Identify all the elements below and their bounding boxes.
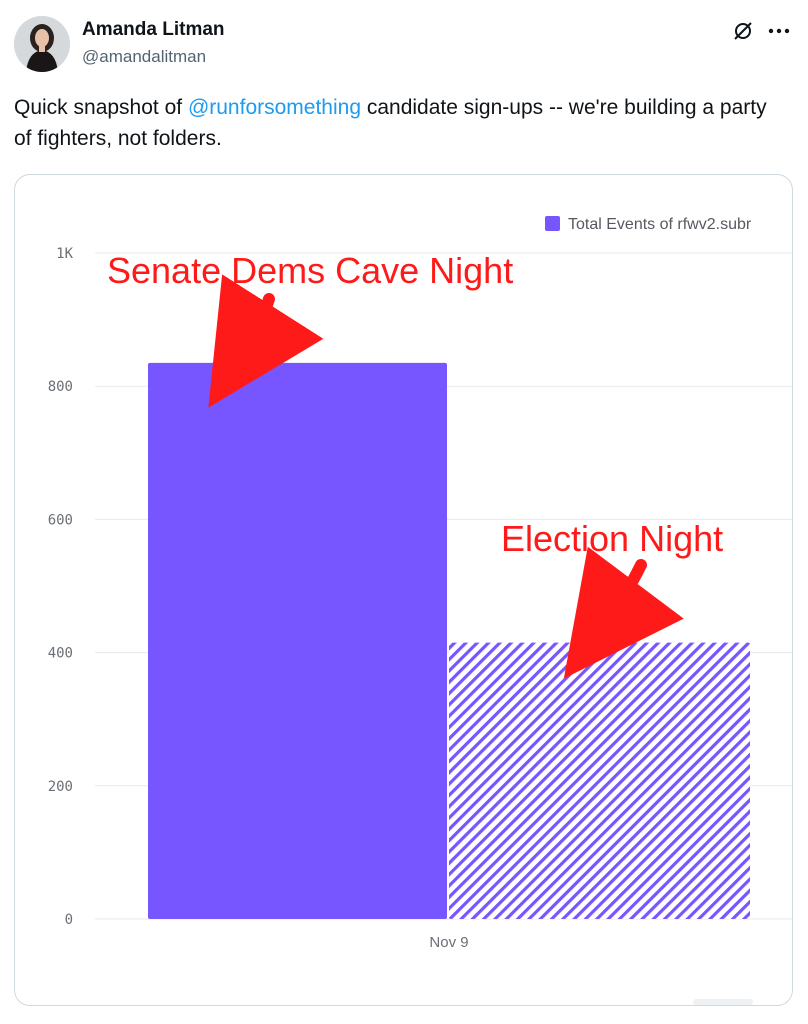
author-display-name[interactable]: Amanda Litman <box>82 19 225 40</box>
media-card[interactable]: 0 200 400 600 800 1K Nov 9 Total Events of rfw… <box>14 174 793 1006</box>
annotation-arrow <box>208 274 324 408</box>
scroll-indicator <box>693 999 753 1005</box>
bar-solid[interactable] <box>148 362 447 919</box>
tweet-text-start: Quick snapshot of <box>14 96 188 119</box>
tweet-text: Quick snapshot of @runforsomething candi… <box>14 92 784 154</box>
grok-button[interactable] <box>728 16 758 46</box>
y-tick-label: 600 <box>48 512 73 528</box>
more-options-button[interactable] <box>764 16 794 46</box>
y-tick-label: 200 <box>48 779 73 795</box>
avatar-photo-icon <box>14 16 70 72</box>
annotation-senate-dems: Senate Dems Cave Night <box>107 250 513 291</box>
grok-icon <box>734 22 752 40</box>
y-tick-label: 400 <box>48 646 73 662</box>
x-tick-label: Nov 9 <box>429 934 468 951</box>
y-tick-label: 0 <box>65 912 73 928</box>
tweet-text-end: candidate sign-ups -- we're building a p… <box>14 96 767 150</box>
avatar[interactable] <box>14 16 70 72</box>
y-tick-label: 800 <box>48 379 73 395</box>
mention-link[interactable]: @runforsomething <box>187 96 362 119</box>
author-handle[interactable]: @amandalitman <box>82 47 207 66</box>
bar-chart: 0 200 400 600 800 1K Nov 9 Total Events of rfw… <box>48 216 792 951</box>
y-tick-label: 1K <box>56 246 73 262</box>
more-horizontal-icon <box>768 28 790 34</box>
legend-swatch <box>545 216 560 231</box>
legend-label[interactable]: Total Events of rfwv2.subr <box>568 216 752 233</box>
annotation-arrow <box>563 546 684 679</box>
annotation-election-night: Election Night <box>501 518 723 559</box>
bar-hatched[interactable] <box>449 642 750 919</box>
